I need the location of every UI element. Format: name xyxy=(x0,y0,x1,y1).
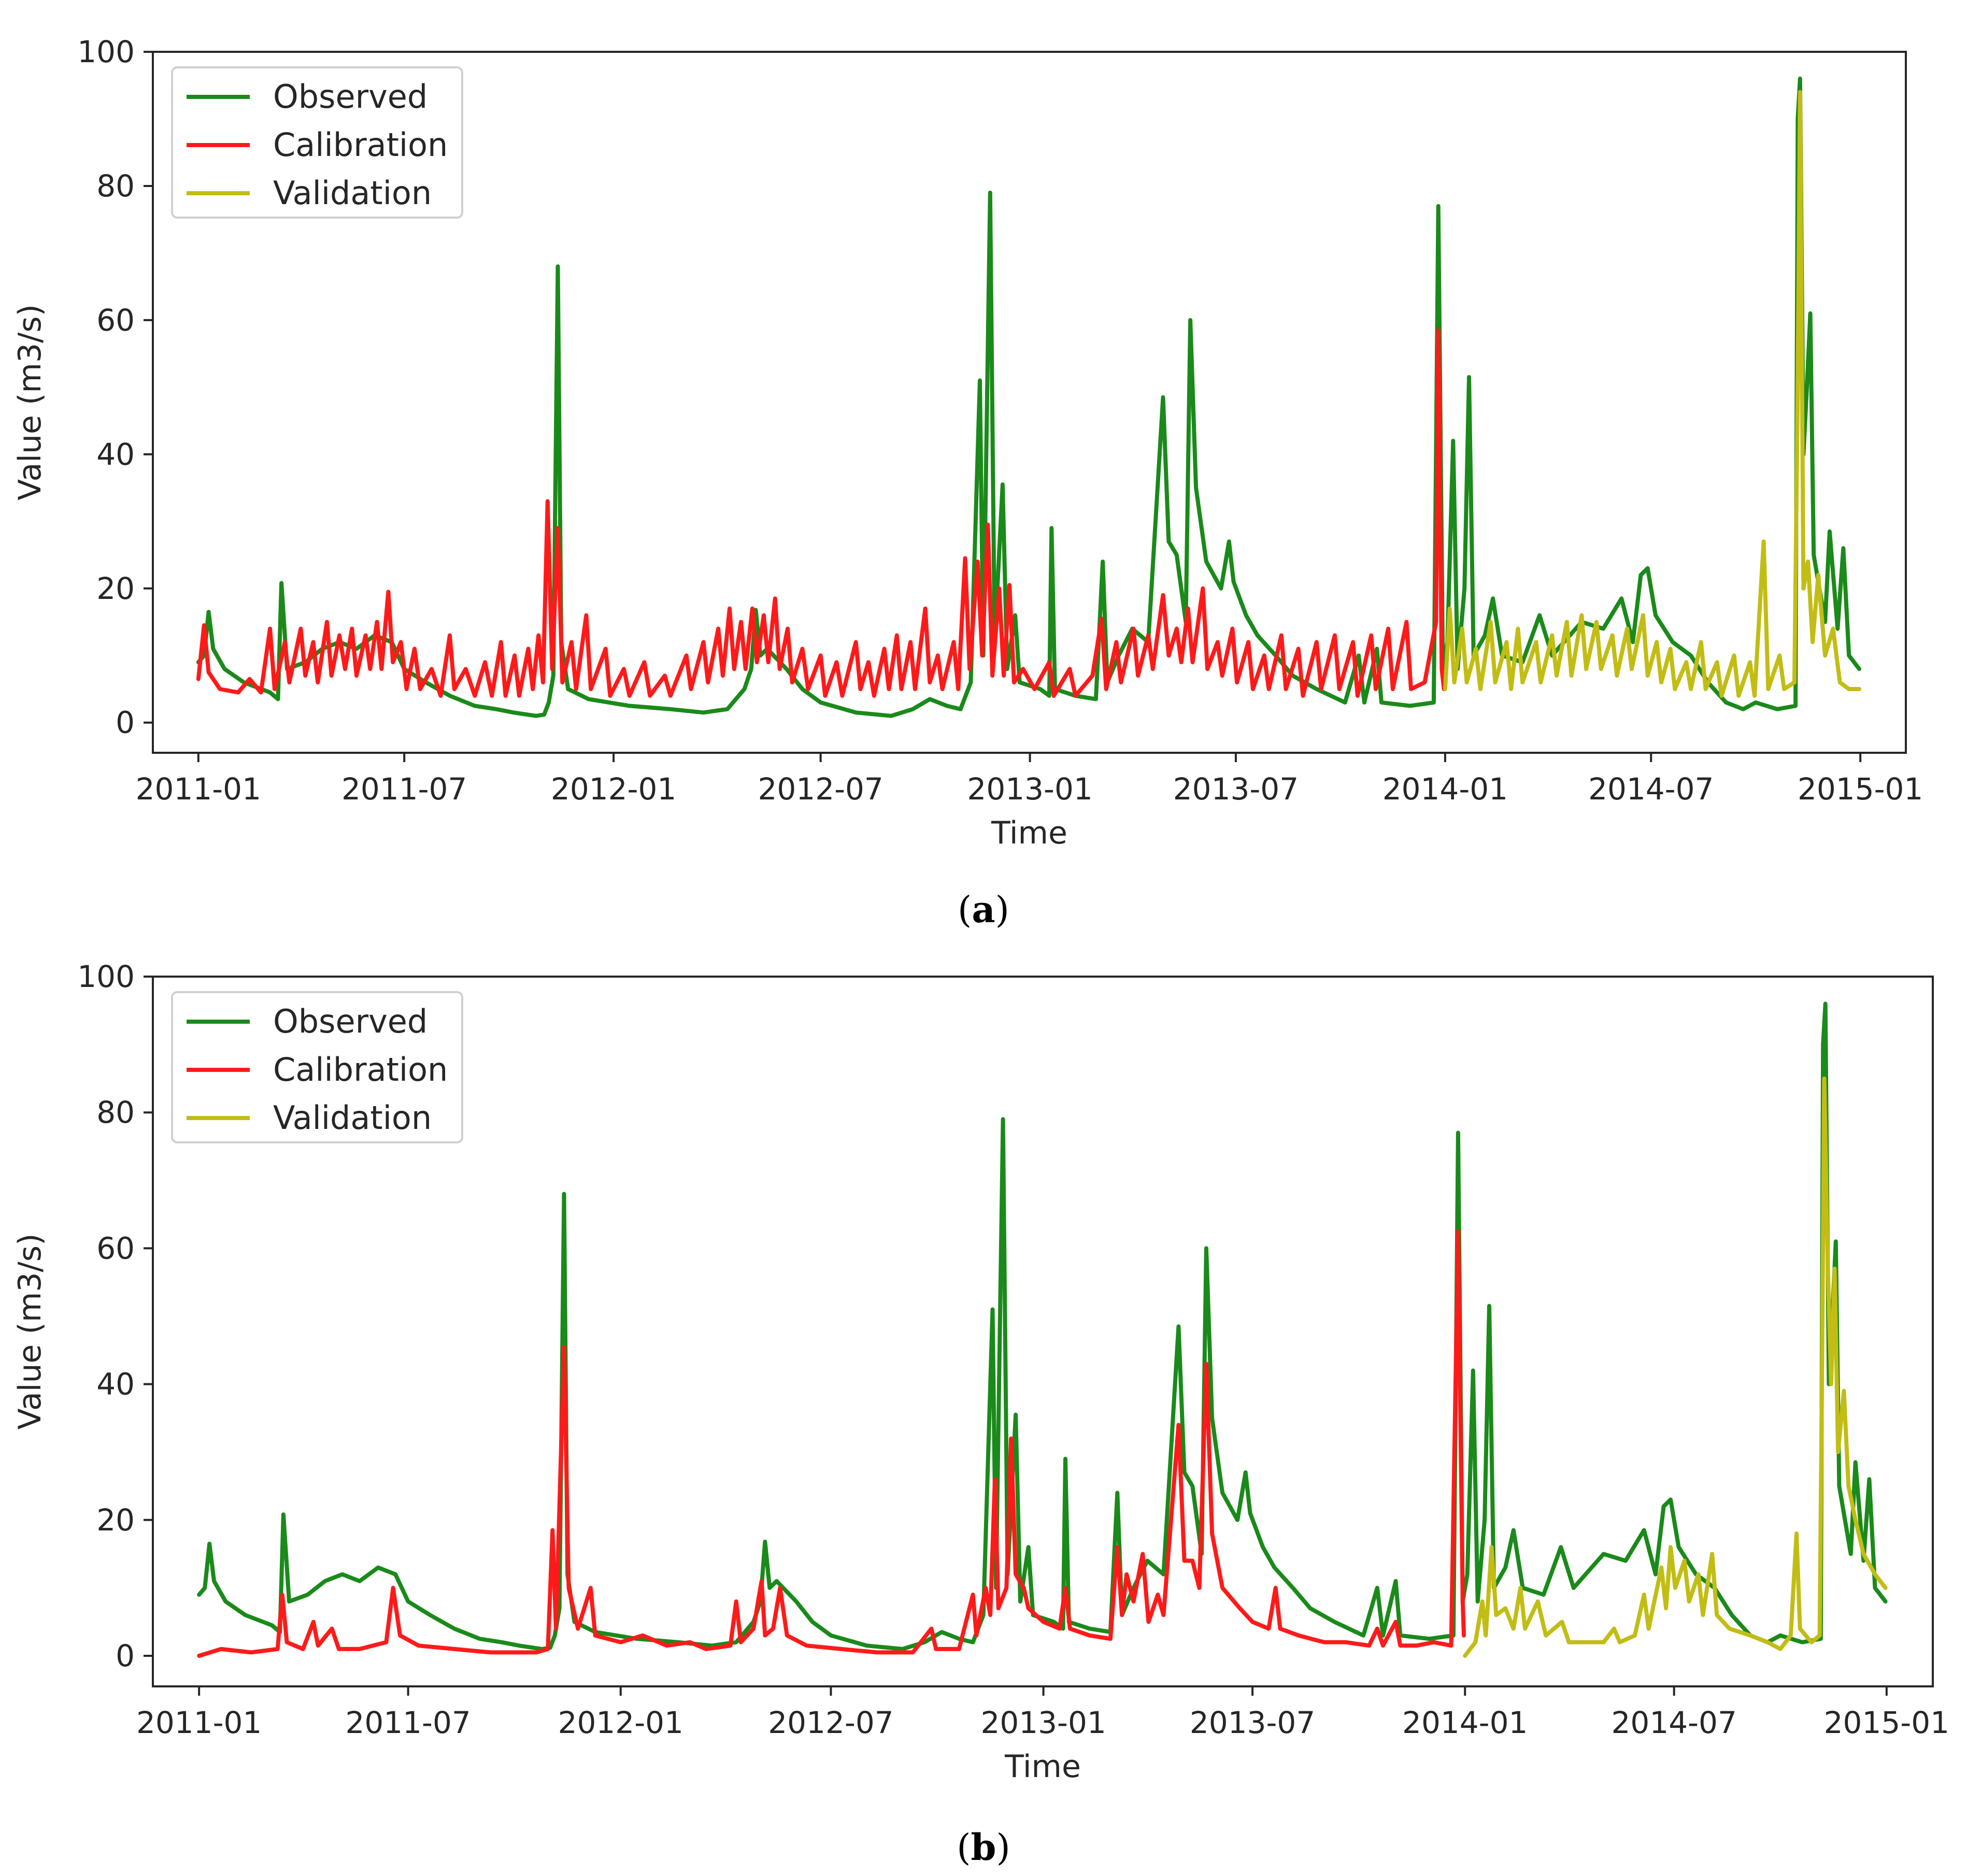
x-tick-label: 2015-01 xyxy=(1798,771,1923,807)
x-tick-label: 2011-07 xyxy=(345,1705,471,1740)
y-axis-title: Value (m3/s) xyxy=(12,304,48,500)
y-tick-label: 100 xyxy=(77,34,135,69)
x-tick-label: 2014-07 xyxy=(1588,771,1714,807)
legend-label-observed: Observed xyxy=(273,1003,427,1040)
x-tick-label: 2014-01 xyxy=(1402,1705,1528,1740)
x-axis-title: Time xyxy=(991,815,1067,851)
y-tick-label: 60 xyxy=(96,303,135,338)
legend-label-validation: Validation xyxy=(273,174,432,212)
caption-letter: a xyxy=(972,888,995,931)
caption-close-paren: ) xyxy=(995,889,1009,931)
x-axis-title: Time xyxy=(1004,1749,1081,1785)
series-line-calibration xyxy=(196,328,1446,698)
legend-label-calibration: Calibration xyxy=(273,1051,448,1089)
series-line-calibration xyxy=(197,1229,1466,1658)
series-line-validation xyxy=(1463,1076,1888,1658)
caption-letter: b xyxy=(971,1826,996,1869)
legend-box xyxy=(171,66,463,219)
x-tick-label: 2011-01 xyxy=(136,1705,262,1740)
x-tick-label: 2011-01 xyxy=(136,771,261,807)
x-tick-label: 2012-01 xyxy=(558,1705,683,1740)
chart-panel-a: 0 20 40 60 80 100 2011-01 2011-07 2012-01 2012-07… xyxy=(12,34,1923,931)
x-tick-label: 2015-01 xyxy=(1824,1705,1949,1740)
x-tick-label: 2014-01 xyxy=(1382,771,1508,807)
x-tick-label: 2011-07 xyxy=(341,771,467,807)
panel-caption: (a) xyxy=(958,888,1009,931)
y-tick-label: 40 xyxy=(96,437,135,472)
y-tick-label: 80 xyxy=(96,1095,135,1130)
y-tick-label: 40 xyxy=(96,1367,135,1402)
chart-panel-b: 0 20 40 60 80 100 2011-01 2011-07 2012-01 2012-07… xyxy=(12,959,1949,1869)
x-tick-label: 2014-07 xyxy=(1612,1705,1737,1740)
x-tick-label: 2012-07 xyxy=(768,1705,893,1740)
legend-label-observed: Observed xyxy=(273,78,427,116)
series-line-validation xyxy=(1443,90,1861,698)
y-axis-title: Value (m3/s) xyxy=(12,1234,48,1430)
legend: Observed Calibration Validation xyxy=(171,991,463,1143)
y-tick-label: 60 xyxy=(96,1230,135,1266)
y-tick-label: 80 xyxy=(96,168,135,204)
x-tick-label: 2013-07 xyxy=(1173,771,1299,807)
caption-close-paren: ) xyxy=(996,1826,1010,1869)
panels: 0 20 40 60 80 100 2011-01 2011-07 2012-01 2012-07… xyxy=(12,34,1949,1869)
legend: Observed Calibration Validation xyxy=(171,66,463,219)
y-tick-label: 20 xyxy=(96,571,135,606)
legend-box xyxy=(171,991,463,1143)
series-line-observed xyxy=(197,1001,1888,1651)
panel-caption: (b) xyxy=(957,1826,1010,1869)
x-tick-label: 2013-01 xyxy=(967,771,1092,807)
x-tick-label: 2012-07 xyxy=(758,771,883,807)
y-tick-label: 0 xyxy=(116,1638,135,1673)
y-tick-label: 20 xyxy=(96,1502,135,1538)
x-tick-label: 2013-07 xyxy=(1190,1705,1315,1740)
caption-open-paren: ( xyxy=(958,889,972,931)
y-tick-label: 100 xyxy=(77,959,135,994)
x-tick-label: 2012-01 xyxy=(551,771,676,807)
caption-open-paren: ( xyxy=(957,1826,971,1869)
y-tick-label: 0 xyxy=(116,705,135,740)
legend-label-calibration: Calibration xyxy=(273,126,448,164)
legend-label-validation: Validation xyxy=(273,1099,432,1137)
x-tick-label: 2013-01 xyxy=(980,1705,1106,1740)
